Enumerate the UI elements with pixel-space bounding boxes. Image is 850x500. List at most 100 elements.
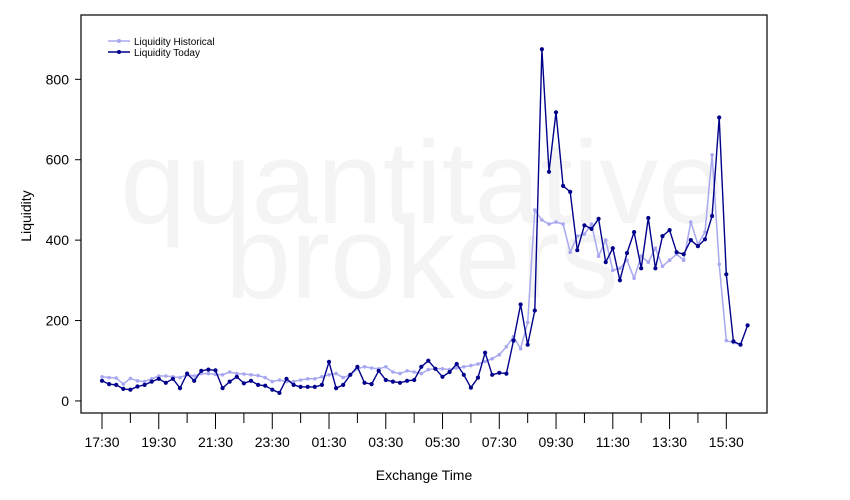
y-tick-label-0: 0 xyxy=(61,393,69,409)
point-historical-53 xyxy=(476,362,480,366)
point-today-76 xyxy=(639,266,644,271)
point-historical-37 xyxy=(362,365,367,369)
point-today-86 xyxy=(710,213,715,219)
x-tick-label-5: 03:30 xyxy=(368,434,403,450)
point-historical-30 xyxy=(313,377,317,381)
point-today-3 xyxy=(121,386,126,391)
x-tick-label-4: 01:30 xyxy=(311,434,346,450)
point-historical-22 xyxy=(256,373,260,378)
point-today-69 xyxy=(589,226,594,231)
y-tick-label-600: 600 xyxy=(46,152,70,168)
point-today-63 xyxy=(546,169,552,174)
point-today-17 xyxy=(220,386,225,391)
legend-label-historical: Liquidity Historical xyxy=(134,37,215,48)
point-historical-44 xyxy=(412,370,417,374)
x-tick-label-7: 07:30 xyxy=(482,434,517,450)
point-today-90 xyxy=(738,342,743,347)
point-today-42 xyxy=(397,380,403,385)
point-today-19 xyxy=(234,374,239,379)
point-historical-28 xyxy=(298,378,303,382)
point-historical-51 xyxy=(462,365,466,369)
point-today-87 xyxy=(717,115,722,120)
point-historical-17 xyxy=(220,373,225,377)
point-today-55 xyxy=(490,372,495,377)
point-today-70 xyxy=(596,216,601,221)
point-historical-38 xyxy=(369,366,374,370)
point-today-15 xyxy=(206,367,211,372)
y-axis: 0 200 400 600 800 xyxy=(46,71,81,409)
point-today-78 xyxy=(653,266,658,271)
point-today-65 xyxy=(561,183,566,188)
point-historical-73 xyxy=(618,266,622,271)
point-historical-56 xyxy=(497,352,502,357)
legend-label-today: Liquidity Today xyxy=(134,48,200,59)
x-tick-label-2: 21:30 xyxy=(198,434,233,450)
point-historical-65 xyxy=(561,222,565,226)
point-historical-88 xyxy=(724,338,729,343)
legend-marker-historical xyxy=(117,39,121,43)
point-historical-8 xyxy=(157,374,161,378)
point-historical-32 xyxy=(327,373,331,377)
x-tick-label-8: 09:30 xyxy=(539,434,574,450)
x-tick-label-10: 13:30 xyxy=(652,434,687,450)
point-today-79 xyxy=(660,234,665,239)
series-historical xyxy=(100,153,743,386)
y-tick-label-800: 800 xyxy=(46,71,70,87)
x-axis: 17:30 19:30 21:30 23:30 01:30 03:30 05:30 07:30… xyxy=(84,413,744,450)
point-today-67 xyxy=(575,248,580,253)
point-historical-7 xyxy=(149,377,154,381)
point-today-53 xyxy=(475,375,481,380)
point-today-16 xyxy=(213,368,218,373)
point-historical-72 xyxy=(611,268,615,273)
point-today-89 xyxy=(731,339,736,344)
point-today-85 xyxy=(702,237,708,242)
point-historical-57 xyxy=(504,344,509,349)
point-today-49 xyxy=(447,369,452,375)
point-today-81 xyxy=(674,250,679,255)
point-today-2 xyxy=(114,382,119,387)
x-axis-title: Exchange Time xyxy=(376,467,473,483)
point-historical-74 xyxy=(625,258,629,263)
point-historical-13 xyxy=(192,374,196,378)
point-today-29 xyxy=(305,384,310,389)
point-today-40 xyxy=(383,377,388,383)
point-today-80 xyxy=(667,228,672,233)
point-today-60 xyxy=(525,342,530,347)
point-today-1 xyxy=(107,382,112,387)
point-historical-60 xyxy=(525,320,530,325)
point-historical-70 xyxy=(596,254,601,258)
point-today-88 xyxy=(724,272,729,277)
point-historical-69 xyxy=(589,222,594,226)
point-today-68 xyxy=(582,223,587,228)
point-historical-21 xyxy=(249,373,253,377)
point-historical-24 xyxy=(270,379,275,384)
y-axis-title: Liquidity xyxy=(18,190,34,241)
point-historical-71 xyxy=(603,238,608,242)
legend-item-historical: Liquidity Historical xyxy=(108,37,215,48)
legend: Liquidity Historical Liquidity Today xyxy=(108,37,215,59)
point-today-26 xyxy=(284,376,289,381)
point-today-43 xyxy=(405,378,410,383)
point-today-83 xyxy=(688,238,693,243)
point-today-58 xyxy=(511,338,516,343)
point-today-59 xyxy=(518,302,523,307)
point-today-4 xyxy=(128,387,133,392)
point-historical-50 xyxy=(454,366,459,370)
point-historical-48 xyxy=(440,367,445,371)
point-historical-85 xyxy=(703,230,707,234)
point-today-31 xyxy=(319,382,324,387)
y-tick-label-400: 400 xyxy=(46,232,70,248)
point-historical-3 xyxy=(121,382,126,386)
series-today xyxy=(99,47,750,395)
point-today-9 xyxy=(163,380,168,385)
point-historical-2 xyxy=(114,376,118,380)
point-today-56 xyxy=(497,370,502,375)
point-today-52 xyxy=(468,385,473,390)
point-today-74 xyxy=(624,250,630,256)
point-today-34 xyxy=(341,382,346,387)
point-historical-27 xyxy=(291,379,296,384)
point-today-64 xyxy=(553,110,559,115)
point-today-54 xyxy=(483,350,488,355)
watermark-line-2: brokers xyxy=(225,192,618,324)
